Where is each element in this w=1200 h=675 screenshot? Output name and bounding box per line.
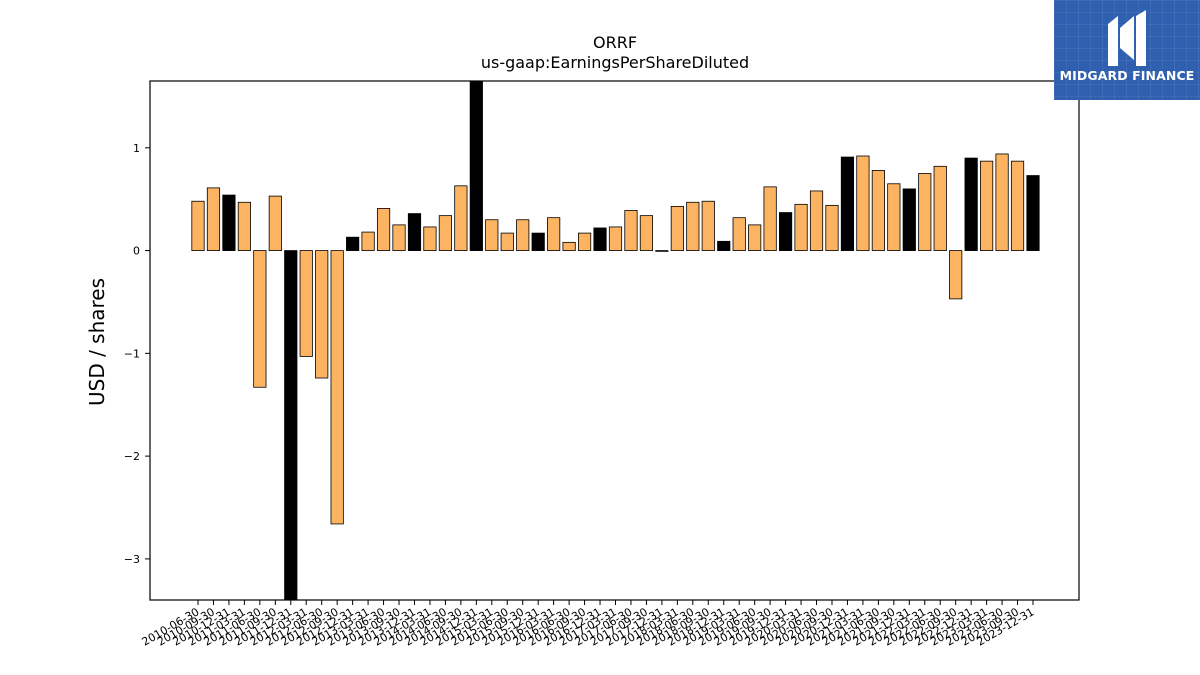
y-tick-label: −3 (124, 553, 140, 566)
bar-2010-12-31 (222, 194, 236, 251)
bar-2018-12-31 (717, 240, 731, 251)
y-tick-label: 0 (133, 245, 140, 258)
bar-2014-12-31 (469, 80, 483, 251)
bar-2012-03-31 (299, 250, 313, 357)
bar-2020-09-30 (825, 204, 839, 251)
bar-2019-06-30 (748, 224, 762, 251)
bar-2014-09-30 (454, 185, 468, 251)
bar-2019-12-31 (779, 212, 793, 251)
bar-2023-09-30 (1010, 160, 1025, 251)
midgard-finance-logo: MIDGARD FINANCE (1054, 0, 1200, 100)
bar-2016-09-30 (577, 232, 592, 251)
bar-2011-12-31 (284, 250, 298, 601)
bar-2023-03-31 (980, 160, 994, 251)
bar-2013-03-31 (361, 231, 375, 251)
bar-2019-03-31 (732, 217, 746, 251)
bar-2022-06-30 (933, 165, 947, 251)
y-tick-label: 1 (133, 142, 140, 155)
bar-2016-06-30 (562, 241, 576, 251)
plot-frame (149, 80, 1080, 601)
bar-2012-09-30 (330, 250, 344, 525)
bar-2011-06-30 (253, 250, 267, 388)
bar-2013-12-31 (407, 213, 422, 251)
bar-2010-06-30 (191, 200, 205, 251)
bar-2021-09-30 (887, 183, 901, 251)
bar-2014-03-31 (423, 226, 437, 251)
bar-2017-12-31 (655, 250, 669, 252)
bar-2012-12-31 (346, 236, 360, 251)
bar-2015-03-31 (485, 219, 499, 251)
bar-2011-09-30 (268, 195, 282, 251)
bar-2016-03-31 (547, 217, 561, 251)
bar-2015-06-30 (500, 232, 514, 251)
x-ticks-group: 2010-06-302010-09-302010-12-312011-03-31… (140, 600, 1037, 649)
bar-2014-06-30 (438, 215, 452, 251)
bars-group (191, 80, 1040, 601)
y-ticks-group: 1 0 −1 −2 −3 (124, 142, 150, 566)
bar-2021-06-30 (871, 170, 885, 251)
bar-2022-12-31 (964, 157, 978, 251)
y-tick-label: −2 (124, 450, 140, 463)
bar-2012-06-30 (315, 250, 329, 379)
bar-2017-09-30 (639, 215, 654, 251)
brand-name: MIDGARD FINANCE (1059, 68, 1195, 83)
bar-2021-03-31 (856, 155, 870, 251)
bar-2017-03-31 (608, 226, 623, 251)
bar-2015-12-31 (531, 232, 545, 251)
bar-2015-09-30 (516, 219, 530, 251)
bar-2020-03-31 (794, 203, 808, 251)
bar-2022-03-31 (918, 173, 932, 251)
chart-subtitle: us-gaap:EarningsPerShareDiluted (481, 53, 749, 72)
bar-2021-12-31 (902, 188, 916, 251)
bar-2020-12-31 (840, 156, 855, 251)
bar-2017-06-30 (624, 210, 638, 251)
y-tick-label: −1 (124, 347, 140, 360)
bar-2016-12-31 (593, 227, 607, 251)
bar-2013-09-30 (392, 224, 406, 251)
bar-2023-12-31 (1026, 175, 1040, 251)
bar-2022-09-30 (949, 250, 963, 300)
bar-2019-09-30 (763, 186, 777, 251)
chart-title: ORRF (593, 33, 637, 52)
bar-2011-03-31 (237, 201, 251, 251)
bar-2018-06-30 (686, 201, 700, 251)
bar-2018-09-30 (701, 200, 715, 251)
bar-2018-03-31 (670, 205, 684, 251)
midgard-logo-icon (1108, 10, 1146, 66)
bar-2023-06-30 (995, 153, 1009, 251)
bar-2010-09-30 (206, 187, 221, 251)
y-axis-label: USD / shares (85, 278, 109, 406)
bar-2013-06-30 (376, 208, 391, 251)
bar-2020-06-30 (809, 190, 824, 251)
